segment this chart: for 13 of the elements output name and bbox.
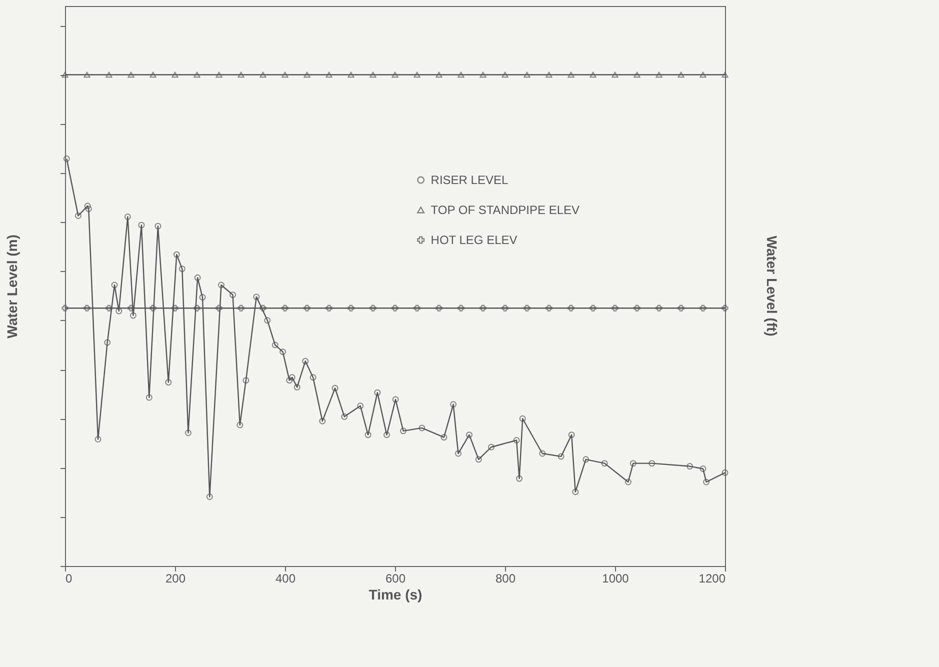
legend-label: TOP OF STANDPIPE ELEV: [430, 203, 580, 217]
legend-label: RISER LEVEL: [430, 173, 508, 187]
x-axis-title: Time (s): [368, 586, 422, 602]
x-tick-label: 1200: [698, 572, 726, 586]
x-tick-label: 0: [66, 572, 72, 586]
x-tick-label: 600: [385, 572, 406, 586]
x-tick-label: 800: [495, 572, 516, 586]
y-axis-title: Water Level (m): [4, 234, 20, 338]
x-tick-label: 1000: [602, 572, 630, 586]
legend-label: HOT LEG ELEV: [430, 233, 518, 247]
x-tick-label: 400: [275, 572, 296, 586]
x-tick-label: 200: [165, 572, 186, 586]
y2-axis-title: Water Level (ft): [764, 236, 780, 336]
